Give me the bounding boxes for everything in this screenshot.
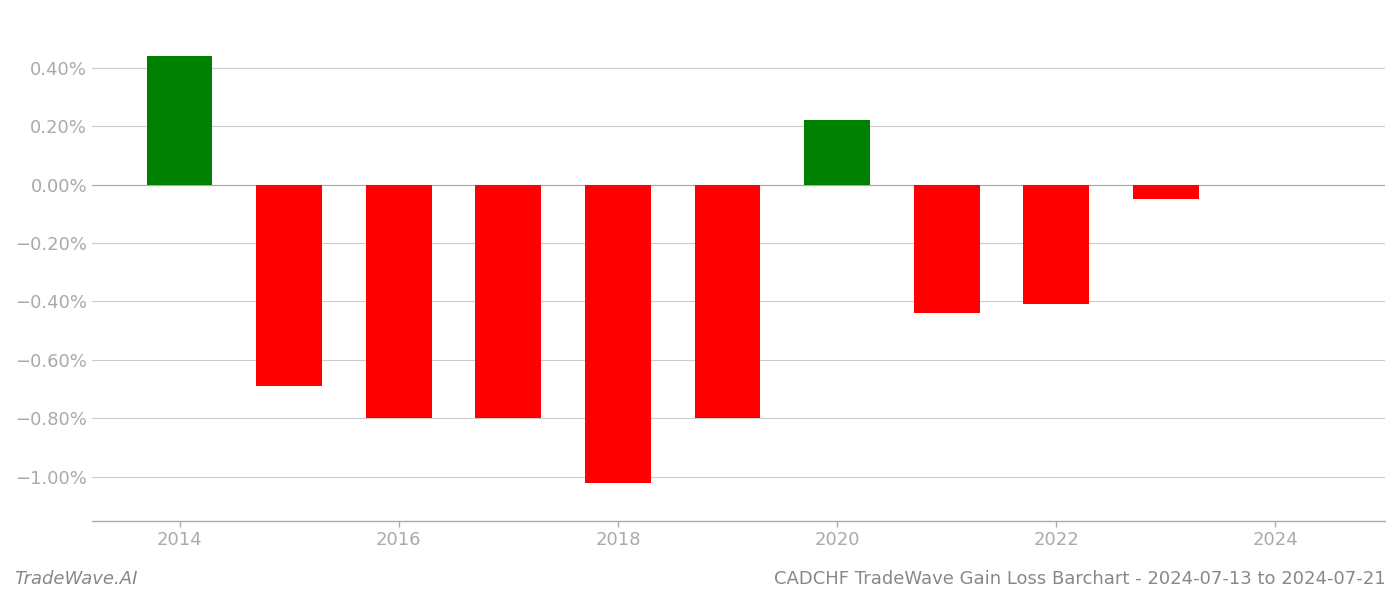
Bar [1133, 185, 1198, 199]
Bar [476, 185, 542, 418]
Bar [256, 185, 322, 386]
Bar [914, 185, 980, 313]
Bar [147, 56, 213, 185]
Bar [1023, 185, 1089, 304]
Text: TradeWave.AI: TradeWave.AI [14, 570, 137, 588]
Bar [585, 185, 651, 482]
Bar [694, 185, 760, 418]
Bar [365, 185, 431, 418]
Bar [804, 120, 869, 185]
Text: CADCHF TradeWave Gain Loss Barchart - 2024-07-13 to 2024-07-21: CADCHF TradeWave Gain Loss Barchart - 20… [774, 570, 1386, 588]
